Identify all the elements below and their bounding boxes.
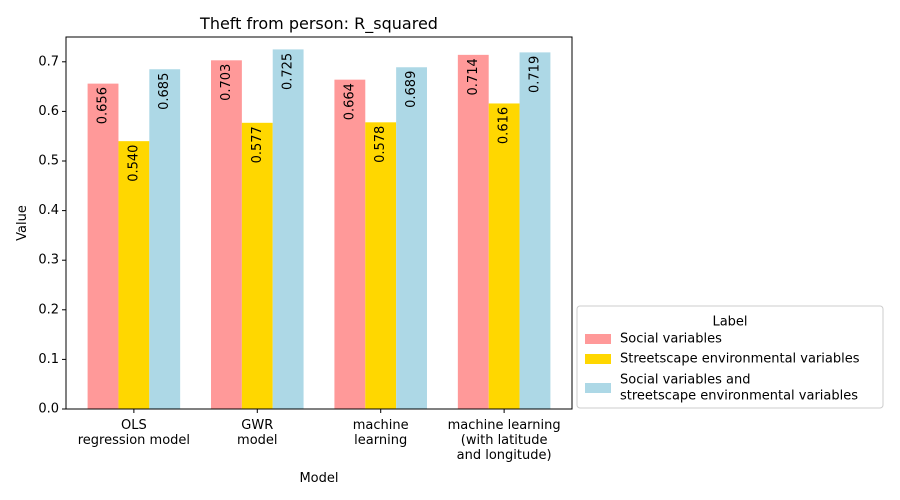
bar-value-label: 0.540 [126, 145, 141, 182]
bar [488, 103, 520, 410]
x-tick-label: machine learning [353, 418, 409, 448]
x-tick-label: OLS regression model [78, 418, 190, 448]
y-tick-label: 0.0 [38, 402, 59, 417]
bar-value-label: 0.703 [219, 64, 234, 101]
bar [87, 83, 119, 410]
bar-value-label: 0.725 [281, 53, 296, 90]
bar-value-label: 0.578 [373, 126, 388, 163]
legend-swatch [585, 354, 611, 364]
legend-frame [576, 305, 884, 409]
bar-value-label: 0.664 [342, 83, 357, 120]
legend-swatch [585, 383, 611, 393]
bar [457, 54, 489, 410]
legend: Label Social variables Streetscape environ… [576, 305, 884, 409]
bar-value-label: 0.719 [527, 56, 542, 93]
legend-title: Label [712, 315, 747, 330]
y-tick-label: 0.2 [38, 302, 59, 317]
x-axis-title: Model [299, 471, 338, 486]
bar [211, 60, 242, 409]
bar [149, 69, 181, 410]
y-axis-title: Value [15, 205, 30, 241]
chart-title: Theft from person: R_squared [199, 14, 438, 34]
bar-value-label: 0.616 [497, 107, 512, 144]
bar [241, 122, 273, 410]
y-tick-label: 0.3 [38, 253, 59, 268]
bar [118, 141, 150, 409]
bar [519, 52, 551, 409]
x-tick-label: machine learning (with latitude and longit… [448, 418, 561, 463]
y-tick-label: 0.1 [38, 352, 59, 367]
bar-value-label: 0.577 [250, 126, 265, 163]
legend-label: Social variables [620, 332, 722, 347]
bar-value-label: 0.656 [96, 87, 111, 124]
bar [396, 67, 427, 410]
legend-label: streetscape environmental variables [620, 389, 858, 404]
legend-swatch [585, 334, 611, 344]
y-tick-label: 0.7 [38, 54, 59, 69]
y-tick-label: 0.5 [38, 154, 59, 169]
bar-value-label: 0.689 [404, 71, 419, 108]
legend-label: Social variables and [620, 373, 750, 388]
y-tick-label: 0.6 [38, 104, 59, 119]
bar [334, 79, 366, 409]
bar-value-label: 0.714 [466, 58, 481, 95]
plot-area: 0.656 0.703 0.664 0.714 0.540 0.577 0.578 0.616… [38, 36, 573, 463]
bar [272, 49, 304, 410]
x-tick-label: GWR model [237, 418, 277, 448]
axes-frame [65, 36, 573, 410]
bar-value-label: 0.685 [157, 73, 172, 110]
legend-label: Streetscape environmental variables [620, 352, 860, 367]
bar [365, 122, 397, 409]
y-tick-label: 0.4 [38, 203, 59, 218]
